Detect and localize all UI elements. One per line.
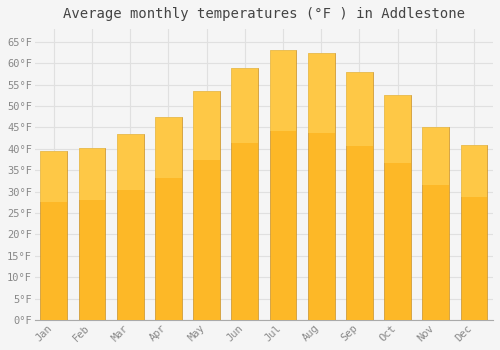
Bar	[308, 52, 334, 133]
Title: Average monthly temperatures (°F ) in Addlestone: Average monthly temperatures (°F ) in Ad…	[63, 7, 465, 21]
Bar	[232, 68, 258, 143]
Bar	[270, 50, 296, 131]
Bar	[460, 145, 487, 197]
Bar	[117, 134, 143, 320]
Bar	[346, 72, 372, 320]
Bar	[384, 95, 411, 320]
Bar	[308, 52, 334, 320]
Bar	[460, 145, 487, 320]
Bar	[232, 68, 258, 320]
Bar	[155, 117, 182, 178]
Bar	[422, 127, 449, 185]
Bar	[193, 91, 220, 320]
Bar	[155, 117, 182, 320]
Bar	[270, 50, 296, 320]
Bar	[422, 127, 449, 320]
Bar	[78, 148, 106, 320]
Bar	[117, 134, 143, 190]
Bar	[193, 91, 220, 160]
Bar	[40, 151, 67, 320]
Bar	[384, 95, 411, 163]
Bar	[346, 72, 372, 146]
Bar	[78, 148, 106, 200]
Bar	[40, 151, 67, 202]
